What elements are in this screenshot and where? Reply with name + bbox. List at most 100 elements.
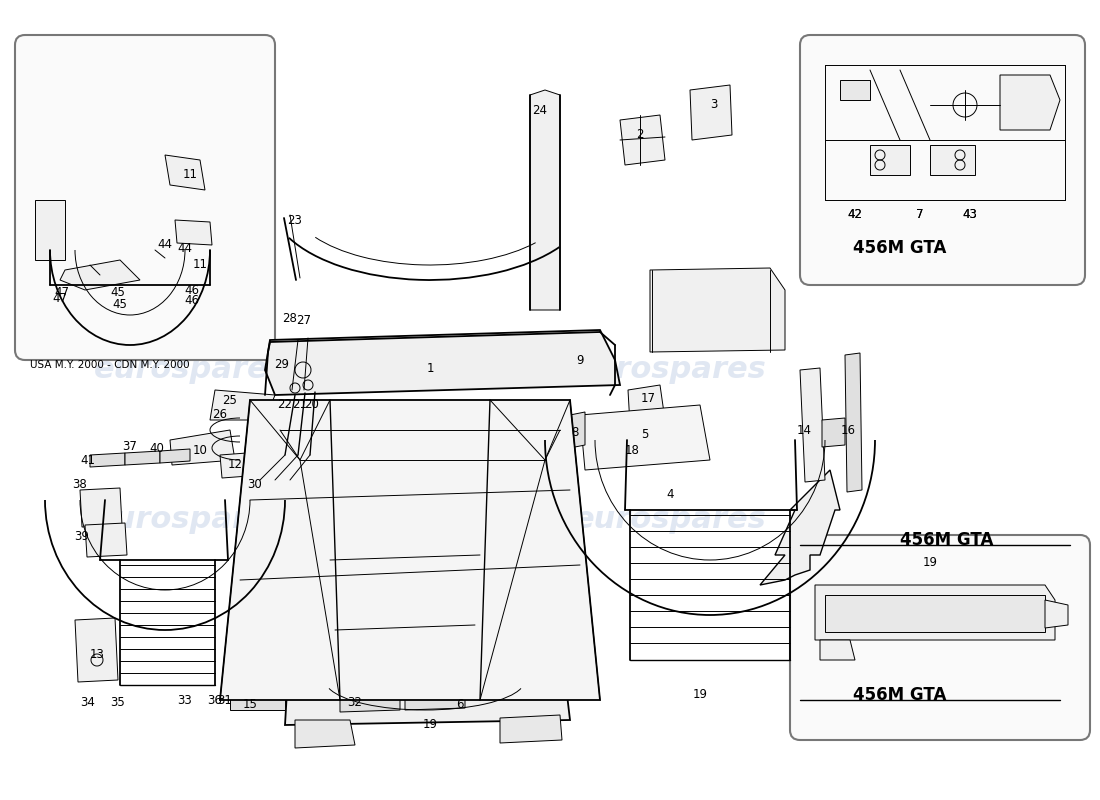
Polygon shape (80, 488, 122, 527)
Text: eurospares: eurospares (333, 355, 527, 385)
Polygon shape (840, 80, 870, 100)
Text: 30: 30 (248, 478, 263, 491)
Polygon shape (570, 412, 585, 448)
Text: 14: 14 (796, 423, 812, 437)
Polygon shape (285, 635, 570, 725)
Polygon shape (160, 449, 190, 463)
Text: 28: 28 (283, 311, 297, 325)
Text: eurospares: eurospares (573, 506, 767, 534)
Polygon shape (800, 368, 825, 482)
Text: 36: 36 (208, 694, 222, 706)
Polygon shape (165, 155, 205, 190)
Polygon shape (628, 430, 660, 460)
Text: 2: 2 (636, 129, 644, 142)
Text: 4: 4 (667, 489, 673, 502)
Text: 19: 19 (422, 718, 438, 731)
Text: 3: 3 (711, 98, 717, 111)
Polygon shape (295, 720, 355, 748)
Polygon shape (500, 715, 562, 743)
Text: 45: 45 (112, 298, 128, 311)
Polygon shape (245, 473, 270, 497)
Text: 17: 17 (640, 391, 656, 405)
Polygon shape (870, 145, 910, 175)
Text: 29: 29 (275, 358, 289, 371)
Text: 22: 22 (277, 398, 293, 411)
Text: 13: 13 (89, 649, 104, 662)
Polygon shape (340, 692, 400, 712)
FancyBboxPatch shape (800, 35, 1085, 285)
Text: 10: 10 (192, 443, 208, 457)
Text: 9: 9 (576, 354, 584, 366)
Text: 37: 37 (122, 441, 138, 454)
Text: 456M GTA: 456M GTA (900, 531, 993, 549)
Text: 25: 25 (222, 394, 238, 406)
Polygon shape (845, 353, 862, 492)
Polygon shape (60, 260, 140, 290)
Text: 38: 38 (73, 478, 87, 490)
Text: 11: 11 (183, 169, 198, 182)
Polygon shape (220, 452, 262, 478)
Text: 46: 46 (185, 283, 199, 297)
Text: eurospares: eurospares (94, 355, 286, 385)
Polygon shape (820, 640, 855, 660)
Text: 19: 19 (923, 555, 937, 569)
Text: 43: 43 (962, 209, 978, 222)
Polygon shape (930, 145, 975, 175)
Polygon shape (1045, 600, 1068, 628)
Polygon shape (690, 85, 732, 140)
Text: 39: 39 (75, 530, 89, 543)
Polygon shape (1000, 75, 1060, 130)
Polygon shape (90, 453, 125, 467)
Text: 6: 6 (456, 698, 464, 711)
Polygon shape (628, 385, 666, 425)
Text: eurospares: eurospares (573, 355, 767, 385)
Text: 1: 1 (427, 362, 433, 374)
Text: 19: 19 (693, 689, 707, 702)
Polygon shape (760, 470, 840, 585)
Text: 18: 18 (625, 443, 639, 457)
FancyBboxPatch shape (15, 35, 275, 360)
Text: 31: 31 (218, 694, 232, 706)
Text: 5: 5 (641, 429, 649, 442)
Polygon shape (265, 330, 620, 395)
Polygon shape (650, 268, 785, 352)
Text: 47: 47 (55, 286, 69, 299)
Polygon shape (580, 405, 710, 470)
Text: 40: 40 (150, 442, 164, 454)
Polygon shape (405, 690, 465, 710)
Polygon shape (125, 451, 160, 465)
Text: 44: 44 (157, 238, 173, 251)
Text: 42: 42 (847, 209, 862, 222)
Polygon shape (822, 418, 845, 447)
Text: 34: 34 (80, 697, 96, 710)
Text: 7: 7 (916, 209, 924, 222)
Polygon shape (530, 90, 560, 310)
Polygon shape (175, 220, 212, 245)
Text: 35: 35 (111, 697, 125, 710)
Text: 27: 27 (297, 314, 311, 326)
Text: 456M GTA: 456M GTA (854, 239, 947, 257)
Polygon shape (825, 595, 1045, 632)
Text: 12: 12 (228, 458, 242, 471)
Text: 8: 8 (571, 426, 579, 438)
Text: 33: 33 (177, 694, 192, 706)
Polygon shape (75, 618, 118, 682)
Text: 456M GTA: 456M GTA (854, 686, 947, 704)
Polygon shape (220, 400, 600, 700)
Text: eurospares: eurospares (333, 506, 527, 534)
Polygon shape (620, 115, 666, 165)
Text: eurospares: eurospares (94, 506, 286, 534)
Text: 45: 45 (111, 286, 125, 299)
Text: 23: 23 (287, 214, 303, 226)
Text: 20: 20 (305, 398, 319, 411)
Text: 42: 42 (847, 209, 862, 222)
Text: 41: 41 (80, 454, 96, 466)
Polygon shape (210, 390, 275, 420)
FancyBboxPatch shape (790, 535, 1090, 740)
Polygon shape (85, 523, 126, 557)
Text: 7: 7 (916, 209, 924, 222)
Text: 32: 32 (348, 695, 362, 709)
Text: 47: 47 (53, 291, 67, 305)
Text: 46: 46 (185, 294, 199, 306)
Text: 26: 26 (212, 409, 228, 422)
